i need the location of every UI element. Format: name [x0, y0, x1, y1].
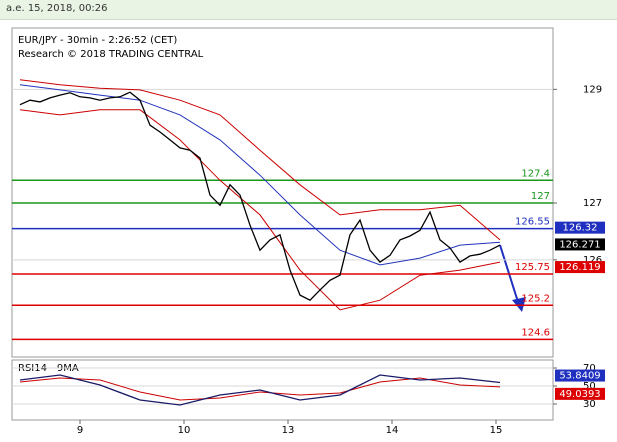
y-tick-label: 129	[583, 84, 602, 95]
timestamp: a.e. 15, 2018, 00:26	[6, 3, 108, 14]
value-tag-label: 126.119	[559, 262, 600, 273]
chart: EUR/JPY - 30min - 2:26:52 (CET) Research…	[11, 27, 605, 436]
y-tick-label: 127	[583, 198, 602, 209]
value-tag	[555, 261, 605, 274]
series-line	[19, 79, 501, 241]
level-label: 124.6	[521, 327, 550, 338]
main-panel	[11, 27, 554, 358]
series-line	[19, 84, 501, 266]
x-tick-label: 9	[77, 425, 83, 436]
value-tag-label: 126.32	[563, 223, 598, 234]
x-tick-label: 14	[386, 425, 399, 436]
series-line	[19, 91, 501, 301]
y-tick-label: 30	[583, 399, 596, 410]
value-tag-label: 126.271	[559, 239, 600, 250]
y-tick-label: 126	[583, 255, 602, 266]
value-tag	[555, 221, 605, 234]
x-tick-label: 15	[490, 425, 503, 436]
chart-title: EUR/JPY - 30min - 2:26:52 (CET)	[18, 35, 177, 46]
level-label: 125.2	[521, 293, 550, 304]
value-tag	[555, 387, 605, 400]
top-bar: a.e. 15, 2018, 00:26	[0, 0, 617, 20]
y-tick-label: 70	[583, 363, 596, 374]
level-label: 127	[531, 191, 550, 202]
x-tick-label: 10	[178, 425, 191, 436]
y-tick-label: 50	[583, 381, 596, 392]
level-label: 125.75	[515, 262, 550, 273]
rsi-panel	[11, 359, 554, 421]
value-tag-label: 49.0393	[559, 389, 600, 400]
value-tag	[555, 369, 605, 382]
level-label: 127.4	[521, 168, 550, 179]
series-line	[19, 377, 501, 401]
value-tag-label: 53.8409	[559, 371, 600, 382]
series-line	[19, 109, 501, 311]
value-tag	[555, 238, 605, 251]
series-line	[19, 374, 501, 406]
level-label: 126.55	[515, 217, 550, 228]
chart-subtitle: Research © 2018 TRADING CENTRAL	[18, 49, 204, 60]
forecast-arrowhead	[512, 297, 526, 312]
x-tick-label: 13	[282, 425, 295, 436]
